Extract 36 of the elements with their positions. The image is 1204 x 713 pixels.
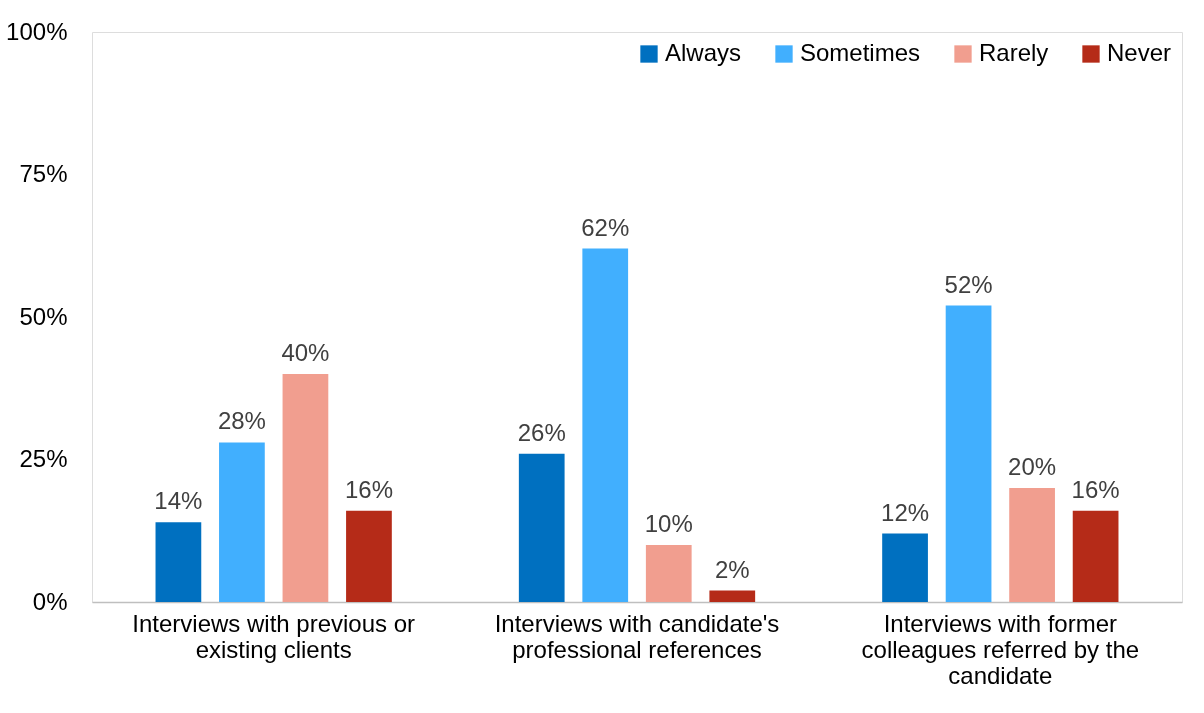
bar [518,453,565,602]
legend-label: Sometimes [800,39,921,66]
data-label: 26% [517,418,566,446]
data-label: 52% [944,270,993,298]
legend-label: Rarely [979,39,1049,66]
bar [645,545,692,602]
legend-label: Never [1107,39,1172,66]
bar [1009,488,1055,602]
bar [945,305,992,602]
bar [1072,510,1119,602]
data-label: 28% [217,407,266,435]
data-label: 16% [1071,475,1120,503]
data-label: 20% [1008,453,1057,480]
data-label: 12% [881,498,930,526]
data-label: 10% [644,510,693,537]
legend-label: Always [665,39,742,66]
bar [282,374,329,602]
y-tick-label: 25% [19,445,68,472]
bar [219,442,265,602]
y-tick-label: 100% [6,17,68,45]
x-tick-label: Interviews with candidate's professional references [494,609,780,663]
x-tick-label: Interviews with previous or existing clients [132,609,416,663]
data-label: 62% [581,213,630,241]
x-tick-label: Interviews with former colleagues referred by the candidate [861,609,1140,689]
bar [582,248,629,602]
data-label: 40% [281,339,330,366]
bar [709,590,756,602]
y-tick-label: 75% [19,160,68,187]
data-label: 14% [154,487,203,515]
bar [882,533,928,602]
bar [346,510,392,602]
data-label: 16% [344,475,393,503]
bar [155,522,202,602]
y-tick-label: 50% [19,302,68,330]
y-tick-label: 0% [32,587,68,615]
data-label: 2% [714,555,750,583]
